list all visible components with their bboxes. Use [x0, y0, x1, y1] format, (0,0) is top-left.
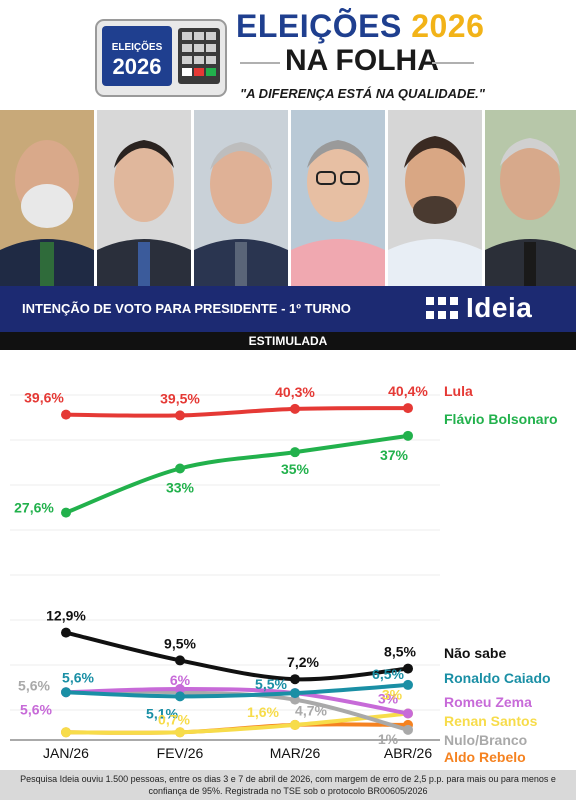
data-point: [403, 403, 413, 414]
brand-icon: [426, 297, 458, 319]
chart-title: INTENÇÃO DE VOTO PARA PRESIDENTE - 1º TU…: [22, 301, 351, 316]
data-label: 37%: [380, 447, 409, 463]
data-label: 40,4%: [388, 383, 428, 399]
data-point: [175, 463, 185, 474]
data-point: [175, 684, 185, 694]
data-label: 6,5%: [372, 666, 404, 682]
data-point: [61, 627, 71, 638]
data-label: 4,7%: [295, 703, 327, 719]
data-label: 5,6%: [62, 669, 94, 685]
series-line-n-o-sabe: [64, 630, 410, 682]
data-point: [290, 688, 300, 699]
data-label: 5,5%: [255, 676, 287, 692]
candidate-photo: [97, 110, 191, 286]
candidate-photos: [0, 110, 576, 286]
data-point: [403, 708, 413, 719]
series-line-romeu-zema: [64, 686, 410, 716]
data-label: 9,5%: [164, 635, 196, 651]
data-label: 7,2%: [287, 654, 319, 670]
series-line-ronaldo-caiado: [64, 682, 410, 699]
data-label: 5,6%: [20, 701, 52, 717]
x-tick-label: MAR/26: [270, 745, 321, 761]
legend-label: Não sabe: [444, 645, 506, 661]
legend-label: Romeu Zema: [444, 694, 532, 710]
data-point: [175, 691, 185, 702]
data-point: [61, 687, 71, 698]
line-chart: JAN/26 FEV/26 MAR/26 ABR/26 39,6% 39,5% 40,3% 4…: [10, 383, 558, 765]
data-point: [290, 674, 300, 685]
data-point: [175, 655, 185, 666]
data-point: [290, 447, 300, 458]
data-point: [290, 719, 300, 730]
data-point: [403, 430, 413, 441]
legend-label: Renan Santos: [444, 713, 538, 729]
data-label: 1%: [378, 731, 399, 747]
slogan: "A DIFERENÇA ESTÁ NA QUALIDADE.": [240, 86, 485, 101]
title-divider-left: [240, 62, 280, 64]
data-label: 3%: [382, 687, 403, 703]
data-label: 33%: [166, 480, 195, 496]
subheader-label: ESTIMULADA: [248, 334, 328, 348]
data-point: [403, 724, 413, 735]
badge-line2: 2026: [113, 54, 162, 79]
data-label: 0,7%: [158, 711, 190, 727]
data-label: 40,3%: [275, 384, 315, 400]
data-point: [61, 409, 71, 420]
legend-label: Aldo Rebelo: [444, 749, 526, 765]
data-label: 39,6%: [24, 390, 64, 406]
data-point: [175, 727, 185, 738]
data-point: [175, 410, 185, 421]
legend-label: Flávio Bolsonaro: [444, 411, 558, 427]
data-label: 12,9%: [46, 608, 86, 624]
legend-label: Lula: [444, 383, 473, 399]
data-point: [61, 507, 71, 518]
data-label: 6%: [170, 672, 191, 688]
x-tick-label: JAN/26: [43, 745, 89, 761]
data-label: 5,6%: [18, 677, 50, 693]
data-point: [403, 679, 413, 690]
data-label: 1,6%: [247, 704, 279, 720]
footer: Pesquisa Ideia ouviu 1.500 pessoas, entr…: [0, 770, 576, 800]
brand-name: Ideia: [466, 292, 533, 323]
data-label: 3%: [378, 691, 399, 707]
candidate-photo: [194, 110, 288, 286]
title-word2: 2026: [411, 8, 485, 44]
series-line-lula: [64, 406, 410, 418]
data-label: 5,1%: [146, 705, 178, 721]
subheader-bar: ESTIMULADA: [0, 332, 576, 350]
candidate-photo: [0, 110, 94, 286]
data-point: [290, 403, 300, 414]
series-line-renan-santos: [64, 711, 410, 735]
data-label: 27,6%: [14, 500, 54, 516]
candidate-photo: [388, 110, 482, 286]
legend-label: Ronaldo Caiado: [444, 670, 551, 686]
brand-logo: Ideia: [426, 292, 556, 323]
data-label: 35%: [281, 461, 310, 477]
data-label: 8,5%: [384, 644, 416, 660]
series-line-fl-vio-bolsonaro: [64, 433, 410, 515]
x-tick-label: FEV/26: [157, 745, 204, 761]
ballot-box-logo: ELEIÇÕES 2026: [95, 19, 227, 97]
legend-label: Nulo/Branco: [444, 732, 527, 748]
badge-line1: ELEIÇÕES: [112, 40, 163, 53]
page-title: ELEIÇÕES 2026: [236, 8, 484, 45]
candidate-photo: [291, 110, 385, 286]
data-point: [403, 663, 413, 674]
chart-banner: INTENÇÃO DE VOTO PARA PRESIDENTE - 1º TU…: [0, 286, 576, 332]
title-word1: ELEIÇÕES: [236, 8, 402, 44]
header: ELEIÇÕES 2026 ELEIÇÕES 2026 NA FOLHA "A …: [0, 0, 576, 110]
data-label: 39,5%: [160, 390, 200, 406]
x-tick-label: ABR/26: [384, 745, 432, 761]
page-title-line2: NA FOLHA: [285, 44, 439, 77]
data-point: [61, 727, 71, 738]
title-divider-right: [432, 62, 474, 64]
footer-note: Pesquisa Ideia ouviu 1.500 pessoas, entr…: [20, 774, 556, 796]
candidate-photo: [485, 110, 576, 286]
